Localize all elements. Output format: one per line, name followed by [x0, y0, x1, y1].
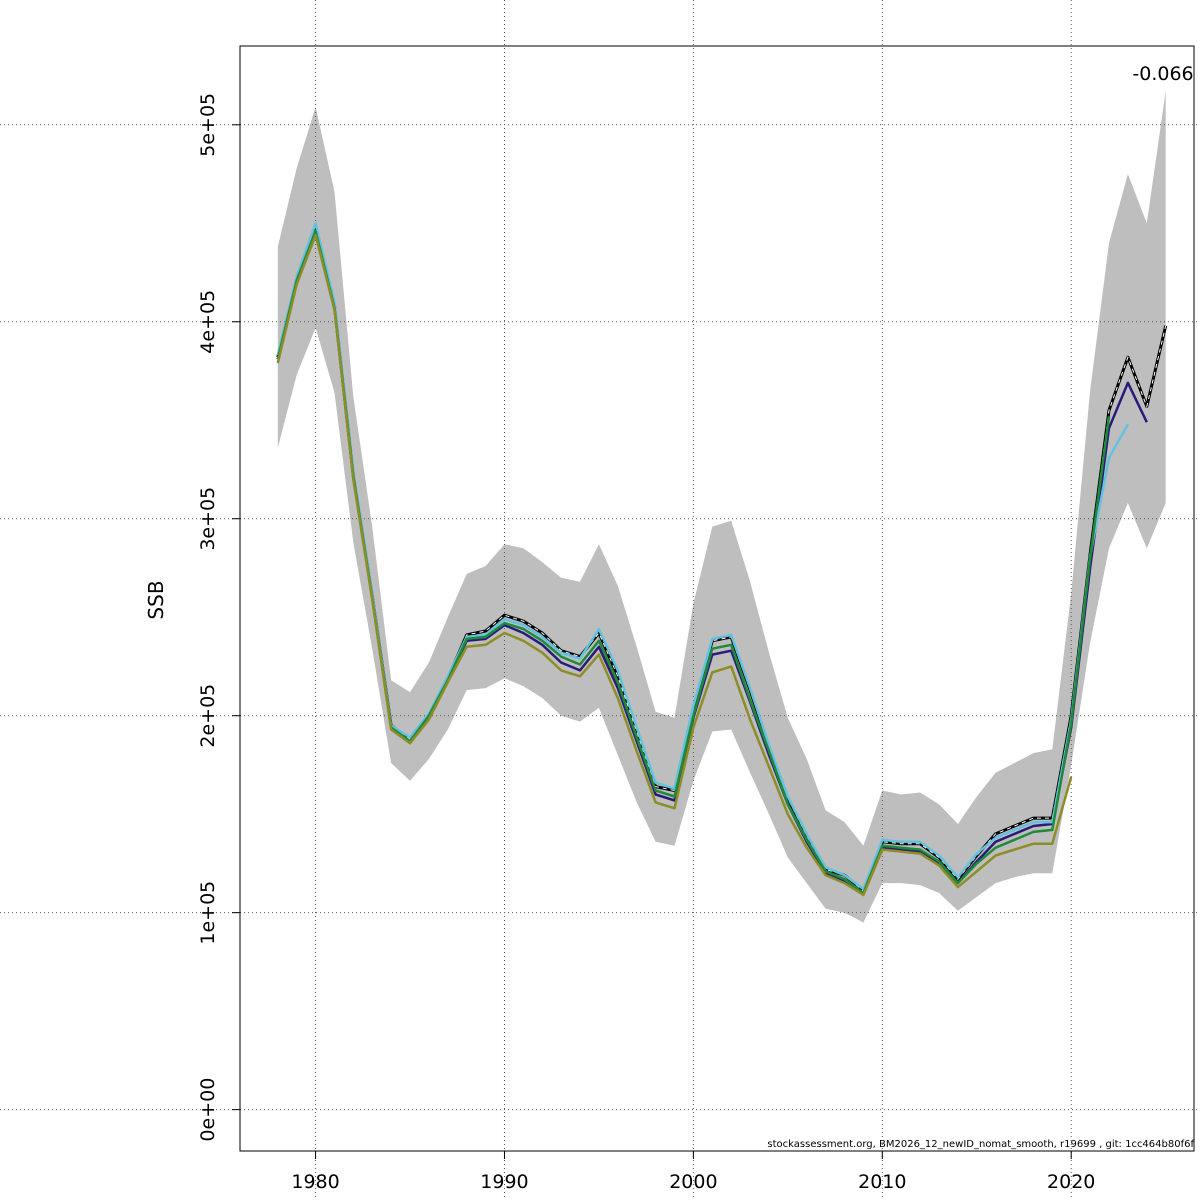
series-line-0-dash	[277, 227, 1167, 892]
series-line-4	[276, 233, 1073, 897]
x-tick-label: 2010	[858, 1171, 906, 1193]
y-tick-label: 1e+05	[197, 881, 219, 945]
series-line-3	[276, 229, 1111, 895]
confidence-band	[277, 91, 1166, 923]
y-axis: 0e+00 1e+05 2e+05 3e+05 4e+05 5e+05	[197, 93, 241, 1142]
confidence-band-layer	[277, 91, 1166, 923]
x-tick-label: 1980	[291, 1171, 339, 1193]
x-axis: 1980 1990 2000 2010 2020	[291, 1150, 1095, 1193]
series-layer	[276, 222, 1168, 897]
x-tick-label: 2000	[669, 1171, 717, 1193]
footer-text: stockassessment.org, BM2026_12_newID_nom…	[767, 1139, 1194, 1150]
annotation-value: -0.066	[1132, 63, 1193, 85]
x-tick-label: 1990	[480, 1171, 528, 1193]
series-line-2	[276, 222, 1129, 891]
y-tick-label: 2e+05	[197, 684, 219, 748]
y-axis-label: SSB	[144, 580, 168, 619]
y-tick-label: 4e+05	[197, 290, 219, 354]
y-tick-label: 0e+00	[197, 1078, 219, 1142]
y-tick-label: 5e+05	[197, 93, 219, 157]
x-tick-label: 2020	[1047, 1171, 1095, 1193]
y-tick-label: 3e+05	[197, 487, 219, 551]
